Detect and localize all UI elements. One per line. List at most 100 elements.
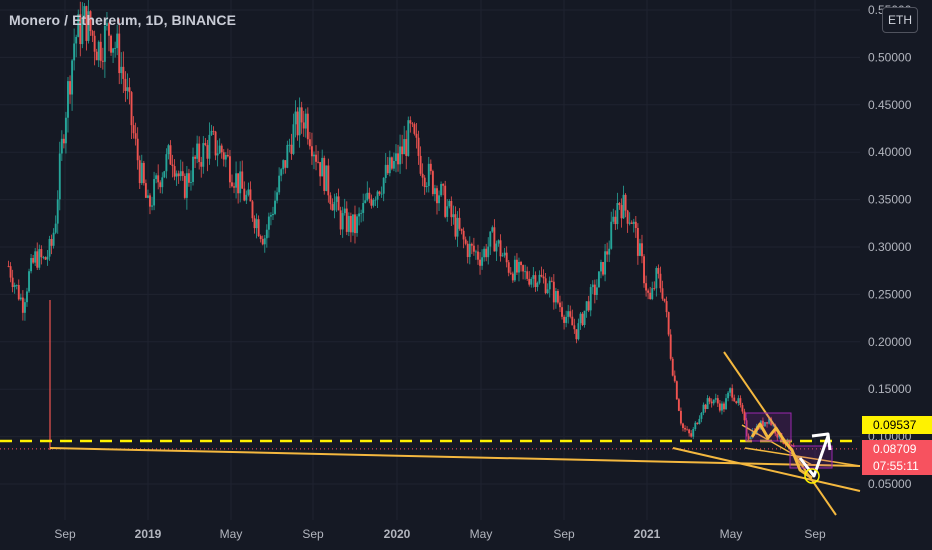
candle: [448, 199, 451, 209]
candle: [591, 280, 594, 295]
candle: [608, 240, 611, 263]
candle: [706, 395, 709, 410]
candle: [499, 234, 502, 262]
candle: [565, 310, 568, 328]
candle: [702, 402, 705, 416]
candle: [284, 160, 287, 174]
candle: [460, 228, 463, 235]
candle: [390, 156, 393, 171]
candle: [347, 212, 350, 237]
candle: [48, 235, 51, 261]
symbol-title[interactable]: Monero / Ethereum, 1D, BINANCE: [9, 12, 237, 28]
y-tick-label: 0.40000: [868, 145, 912, 159]
candle: [542, 269, 545, 284]
candle: [546, 283, 549, 295]
candle: [218, 138, 221, 155]
candle: [110, 34, 112, 56]
candle: [181, 161, 184, 181]
candle: [433, 184, 436, 202]
candle: [559, 295, 561, 312]
candle: [520, 260, 522, 272]
candle: [249, 181, 252, 202]
inner-trendline[interactable]: [744, 447, 861, 467]
candle: [575, 329, 578, 344]
candle: [175, 170, 178, 186]
candle: [105, 12, 108, 31]
candle: [128, 77, 131, 105]
candle-series: [7, 0, 795, 450]
candle: [688, 428, 691, 437]
x-tick-label: May: [720, 527, 743, 541]
candle: [561, 301, 563, 320]
candle: [714, 393, 717, 403]
projection-arrow[interactable]: [798, 435, 830, 478]
y-tick-label: 0.45000: [868, 98, 912, 112]
candle: [776, 433, 779, 441]
candle: [79, 1, 82, 57]
candle: [577, 318, 580, 341]
candle: [764, 422, 766, 427]
lower-trendline[interactable]: [672, 447, 861, 492]
candle: [718, 400, 721, 413]
candle: [647, 288, 650, 300]
candle: [54, 215, 57, 235]
candle: [38, 244, 41, 270]
candle: [530, 277, 533, 288]
candle: [294, 100, 297, 138]
candle: [431, 169, 434, 197]
currency-badge[interactable]: ETH: [882, 7, 918, 33]
y-tick-label: 0.05000: [868, 477, 912, 491]
candle: [192, 147, 194, 186]
candle: [483, 246, 486, 262]
y-tick-label: 0.50000: [868, 50, 912, 64]
candle: [368, 187, 371, 204]
candle: [288, 138, 291, 153]
candle: [247, 182, 250, 197]
candle: [136, 127, 139, 170]
candle: [403, 125, 406, 155]
candle: [725, 394, 727, 410]
arrow-head[interactable]: [811, 432, 832, 451]
x-tick-label: Sep: [302, 527, 324, 541]
candle: [700, 412, 703, 423]
candle: [308, 131, 311, 150]
candle: [235, 161, 238, 199]
candle: [456, 211, 459, 247]
long-trendline[interactable]: [49, 447, 861, 467]
candle: [454, 206, 457, 240]
candle: [196, 135, 199, 164]
candle: [323, 155, 326, 195]
candle: [392, 152, 395, 172]
candle: [149, 193, 151, 215]
candle: [190, 170, 192, 191]
projection-path[interactable]: [750, 422, 813, 480]
candle: [739, 395, 742, 408]
target-circle[interactable]: [804, 468, 820, 484]
candle: [58, 141, 61, 211]
candle: [388, 150, 391, 177]
candle: [554, 287, 557, 309]
candle: [356, 214, 358, 237]
candle: [638, 238, 641, 257]
y-tick-label: 0.25000: [868, 287, 912, 301]
candle: [655, 266, 658, 297]
candle: [300, 101, 303, 134]
candle: [13, 282, 16, 294]
candle: [493, 219, 496, 252]
candle: [405, 130, 408, 170]
candle: [720, 401, 723, 415]
candle: [766, 421, 768, 428]
candle: [124, 71, 127, 102]
candle: [595, 279, 598, 300]
candle: [167, 143, 170, 160]
candle: [386, 156, 389, 176]
candle: [589, 284, 592, 317]
candle: [462, 227, 465, 249]
candle: [524, 264, 527, 280]
candle: [331, 198, 334, 211]
candle: [474, 249, 477, 260]
candle: [579, 311, 582, 330]
candle: [673, 370, 676, 383]
candle: [44, 256, 47, 261]
